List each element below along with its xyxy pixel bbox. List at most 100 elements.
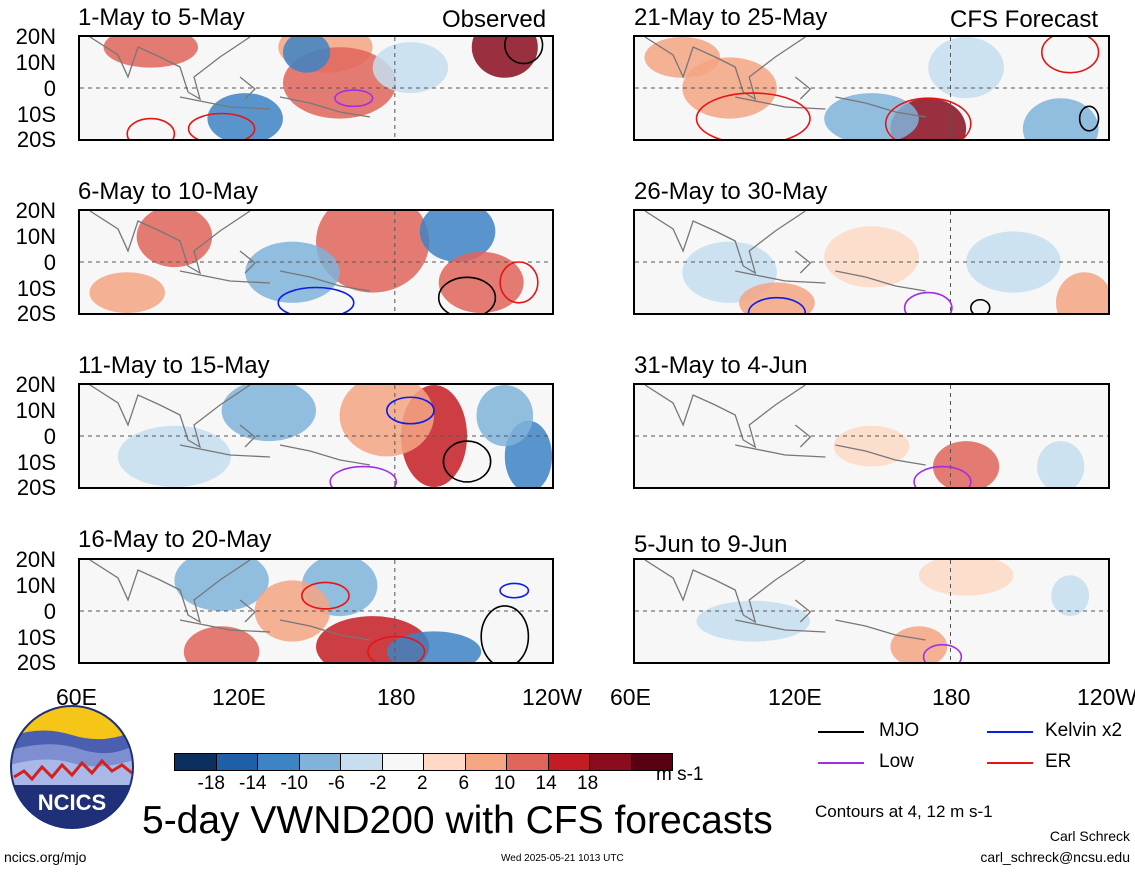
colorbar-swatch <box>174 753 217 771</box>
wave-contour <box>695 92 811 139</box>
map-panel-3 <box>78 383 554 489</box>
wave-contour <box>437 276 497 313</box>
lat-label: 10N <box>15 224 56 249</box>
colorbar-swatch <box>464 753 507 771</box>
panel-title-8: 5-Jun to 9-Jun <box>634 531 788 558</box>
colorbar-label: -2 <box>369 773 387 794</box>
lat-label: 20N <box>15 372 56 397</box>
lat-label: 20N <box>15 547 56 572</box>
anomaly-blob <box>644 37 721 78</box>
wave-contour <box>884 97 972 139</box>
legend-label-mjo: MJO <box>879 720 920 741</box>
map-panel-8 <box>633 558 1110 664</box>
panel-title-7: 31-May to 4-Jun <box>634 352 808 379</box>
legend-line-er <box>987 762 1033 764</box>
colorbar-label: 6 <box>458 773 470 794</box>
lat-label: 20S <box>16 127 56 152</box>
wave-contour <box>301 581 350 610</box>
map-panel-1 <box>78 35 554 141</box>
colorbar-units: m s-1 <box>656 764 704 785</box>
map-panel-6 <box>633 209 1110 315</box>
lon-label: 60E <box>610 684 651 710</box>
anomaly-blob <box>117 425 232 487</box>
footer-email: carl_schreck@ncsu.edu <box>980 849 1130 865</box>
anomaly-blob <box>476 385 534 447</box>
colorbar-label: -10 <box>280 773 308 794</box>
colorbar-swatch <box>298 753 341 771</box>
lat-label: 10S <box>16 450 56 475</box>
colorbar-swatch <box>630 753 673 771</box>
lon-label: 120W <box>522 684 583 710</box>
map-panel-2 <box>78 209 554 315</box>
anomaly-blob <box>438 251 524 313</box>
ncics-logo: NCICS <box>10 705 134 829</box>
lat-label: 10N <box>15 50 56 75</box>
wave-contour <box>504 37 544 65</box>
contours-note: Contours at 4, 12 m s-1 <box>815 802 993 821</box>
colorbar-label: 2 <box>417 773 428 794</box>
wave-contour <box>367 635 426 662</box>
colorbar-swatch <box>381 753 424 771</box>
colorbar-label: 18 <box>577 773 599 794</box>
panel-title-3: 11-May to 15-May <box>78 352 270 379</box>
footer-author: Carl Schreck <box>1049 828 1130 844</box>
main-title: 5-day VWND200 with CFS forecasts <box>142 799 773 842</box>
wave-contour <box>385 396 435 425</box>
lat-label: 10S <box>16 625 56 650</box>
anomaly-blob <box>419 211 496 262</box>
wave-contour <box>1078 105 1100 132</box>
wave-contour <box>499 582 530 599</box>
observed-header: Observed <box>442 6 547 33</box>
lon-label: 120W <box>1077 684 1135 710</box>
panel-title-6: 26-May to 30-May <box>634 178 828 205</box>
panel-title-1: 1-May to 5-May <box>78 4 245 31</box>
wave-contour <box>334 89 374 108</box>
wave-contour <box>913 465 972 487</box>
anomaly-blob <box>1055 272 1108 313</box>
anomaly-blob <box>1051 575 1090 617</box>
wave-contour <box>277 286 355 313</box>
legend-label-er: ER <box>1045 751 1072 772</box>
anomaly-blob <box>174 560 269 611</box>
legend-line-kelvin <box>987 731 1033 733</box>
colorbar-label: 10 <box>494 773 516 794</box>
map-panel-5 <box>633 35 1110 141</box>
anomaly-blob <box>1022 98 1099 139</box>
wave-contour <box>442 440 492 483</box>
wave-contour <box>329 465 398 487</box>
anomaly-blob <box>928 37 1004 99</box>
anomaly-blob <box>890 626 948 662</box>
colorbar-swatch <box>340 753 383 771</box>
panel-title-5: 21-May to 25-May <box>634 4 828 31</box>
lat-label: 20S <box>16 650 56 675</box>
lon-label: 180 <box>932 684 971 710</box>
anomaly-blob <box>282 37 331 73</box>
lat-label: 10S <box>16 276 56 301</box>
wave-contour <box>903 291 953 313</box>
anomaly-blob <box>471 37 538 78</box>
anomaly-blob <box>824 226 919 288</box>
footer-timestamp: Wed 2025-05-21 1013 UTC <box>501 853 624 864</box>
lat-label: 10N <box>15 398 56 423</box>
forecast-header: CFS Forecast <box>950 6 1099 33</box>
legend-line-low <box>818 762 864 764</box>
anomaly-blob <box>89 272 165 313</box>
wave-contour <box>1040 37 1100 74</box>
logo-text: NCICS <box>38 790 106 815</box>
anomaly-blob <box>339 385 434 457</box>
panel-title-4: 16-May to 20-May <box>78 526 272 553</box>
lat-label: 0 <box>43 599 56 624</box>
colorbar-label: -18 <box>197 773 225 794</box>
map-panel-7 <box>633 383 1110 489</box>
anomaly-blob <box>1037 441 1085 487</box>
lat-label: 20S <box>16 475 56 500</box>
anomaly-blob <box>245 241 340 303</box>
colorbar-swatch <box>257 753 300 771</box>
lon-label: 120E <box>768 684 822 710</box>
anomaly-blob <box>136 211 213 268</box>
anomaly-blob <box>221 385 316 442</box>
wave-contour <box>480 605 530 662</box>
wave-contour <box>499 261 539 304</box>
legend-line-mjo <box>818 731 864 733</box>
colorbar-swatch <box>506 753 549 771</box>
